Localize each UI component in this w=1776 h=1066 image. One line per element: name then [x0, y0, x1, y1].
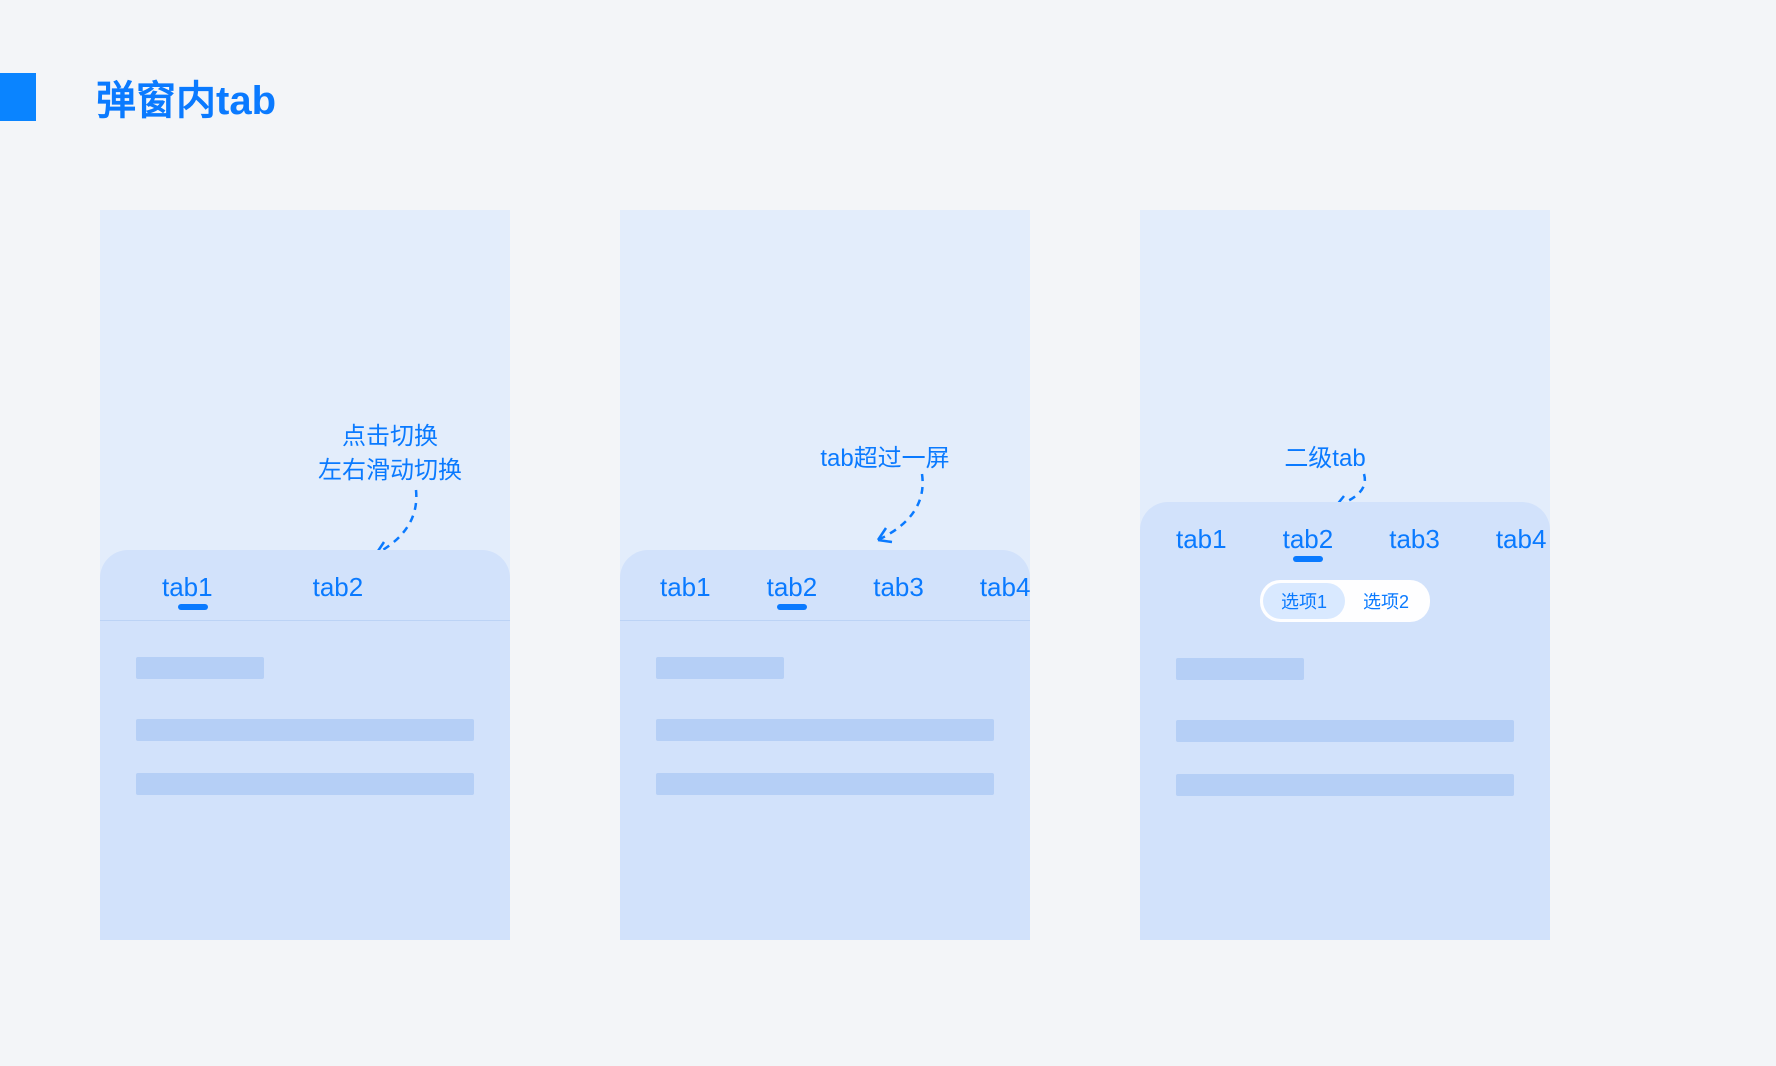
annotation-line: 二级tab	[1255, 442, 1395, 476]
segment-option-2[interactable]: 选项2	[1345, 583, 1427, 619]
page-title: 弹窗内tab	[96, 68, 276, 126]
tab-item-1[interactable]: tab1	[162, 572, 213, 603]
annotation-line: tab超过一屏	[785, 442, 985, 476]
annotation-1: 点击切换 左右滑动切换	[300, 420, 480, 487]
segment-option-1[interactable]: 选项1	[1263, 583, 1345, 619]
phone-mock-3: 二级tab tab1 tab2 tab3 tab4 选项1 选项2	[1140, 210, 1550, 940]
tab-item-4[interactable]: tab4	[1496, 524, 1547, 555]
bottom-sheet-1: tab1 tab2	[100, 550, 510, 940]
content-area	[1140, 622, 1550, 796]
skeleton-line	[1176, 720, 1514, 742]
skeleton-line	[136, 719, 474, 741]
annotation-arrow-icon	[870, 472, 940, 552]
skeleton-line	[136, 657, 264, 679]
annotation-line: 点击切换	[300, 420, 480, 454]
tab-item-2[interactable]: tab2	[1283, 524, 1334, 555]
skeleton-line	[656, 773, 994, 795]
bottom-sheet-2: tab1 tab2 tab3 tab4	[620, 550, 1030, 940]
annotation-3: 二级tab	[1255, 442, 1395, 476]
tab-item-3[interactable]: tab3	[1389, 524, 1440, 555]
tab-item-3[interactable]: tab3	[873, 572, 924, 603]
tab-item-1[interactable]: tab1	[660, 572, 711, 603]
bottom-sheet-3: tab1 tab2 tab3 tab4 选项1 选项2	[1140, 502, 1550, 940]
segment-control: 选项1 选项2	[1260, 580, 1430, 622]
tab-item-2[interactable]: tab2	[767, 572, 818, 603]
skeleton-line	[656, 719, 994, 741]
phone-mock-1: 点击切换 左右滑动切换 tab1 tab2	[100, 210, 510, 940]
annotation-line: 左右滑动切换	[300, 454, 480, 488]
phone-mock-2: tab超过一屏 tab1 tab2 tab3 tab4	[620, 210, 1030, 940]
content-area	[620, 621, 1030, 795]
tab-bar-2: tab1 tab2 tab3 tab4	[620, 550, 1030, 620]
tab-item-2[interactable]: tab2	[313, 572, 364, 603]
content-area	[100, 621, 510, 795]
skeleton-line	[136, 773, 474, 795]
skeleton-line	[1176, 774, 1514, 796]
tab-item-4[interactable]: tab4	[980, 572, 1030, 603]
tab-bar-1: tab1 tab2	[100, 550, 510, 620]
skeleton-line	[1176, 658, 1304, 680]
tab-item-1[interactable]: tab1	[1176, 524, 1227, 555]
title-row: 弹窗内tab	[0, 68, 276, 126]
accent-bar	[0, 73, 36, 121]
examples-row: 点击切换 左右滑动切换 tab1 tab2 tab超过一屏	[100, 210, 1550, 940]
tab-indicator	[178, 604, 208, 610]
annotation-2: tab超过一屏	[785, 442, 985, 476]
tab-indicator	[777, 604, 807, 610]
tab-bar-3: tab1 tab2 tab3 tab4	[1140, 502, 1550, 572]
skeleton-line	[656, 657, 784, 679]
tab-indicator	[1293, 556, 1323, 562]
